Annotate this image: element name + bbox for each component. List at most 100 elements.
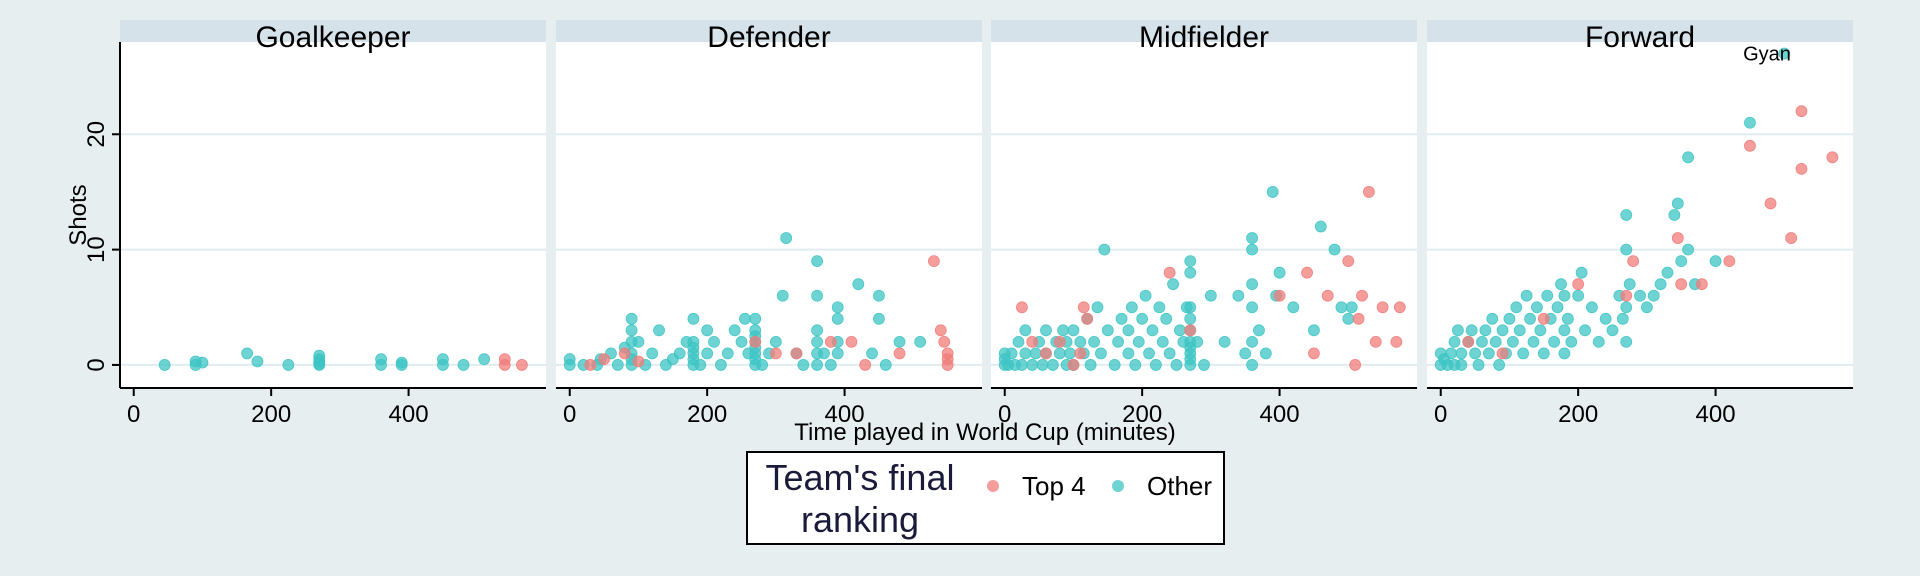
data-point-other xyxy=(1599,312,1612,325)
data-point-other xyxy=(1184,255,1197,268)
plot-area xyxy=(120,42,546,388)
data-point-other xyxy=(1016,359,1028,371)
strip-label: Goalkeeper xyxy=(255,21,410,54)
data-point-other xyxy=(1163,347,1176,360)
data-point-other xyxy=(1167,278,1179,291)
data-point-other xyxy=(1064,347,1076,360)
legend-label-top4: Top 4 xyxy=(1022,471,1086,501)
data-point-other xyxy=(1482,347,1495,360)
data-point-top4 xyxy=(598,353,610,366)
data-point-other xyxy=(1537,347,1550,360)
data-point-other xyxy=(1112,335,1125,348)
data-point-other xyxy=(1592,335,1605,348)
data-point-other xyxy=(158,359,171,371)
data-point-top4 xyxy=(1671,232,1684,244)
data-point-other xyxy=(1503,312,1516,325)
x-tick-label: 0 xyxy=(563,401,576,428)
data-point-other xyxy=(1448,335,1461,348)
data-point-other xyxy=(1246,278,1258,291)
data-point-other xyxy=(811,335,823,348)
data-point-other xyxy=(873,312,885,325)
data-point-other xyxy=(1246,243,1258,256)
data-point-top4 xyxy=(1785,232,1798,244)
data-point-top4 xyxy=(893,347,906,360)
data-point-top4 xyxy=(1572,278,1585,291)
data-point-other xyxy=(1634,289,1646,302)
data-point-other xyxy=(1074,335,1087,348)
data-point-other xyxy=(1040,324,1052,337)
data-point-other xyxy=(563,353,576,366)
data-point-other xyxy=(1531,301,1543,314)
plot-area xyxy=(991,42,1417,388)
strip-background xyxy=(556,20,982,42)
data-point-top4 xyxy=(1301,266,1313,279)
data-point-other xyxy=(1472,359,1485,371)
data-point-other xyxy=(1108,359,1121,371)
data-point-other xyxy=(1558,347,1571,360)
data-point-other xyxy=(1184,353,1197,366)
data-point-other xyxy=(879,359,892,371)
data-point-top4 xyxy=(1369,335,1382,348)
data-point-other xyxy=(1342,312,1355,325)
data-point-other xyxy=(1019,347,1032,360)
data-point-other xyxy=(1239,347,1252,360)
data-point-other xyxy=(701,347,714,360)
data-point-top4 xyxy=(618,347,631,360)
panel-midfielder: Midfielder 0 200 400 xyxy=(991,20,1417,428)
data-point-other xyxy=(646,347,659,360)
strip-background xyxy=(120,20,546,42)
data-point-top4 xyxy=(632,355,645,368)
data-point-other xyxy=(611,359,624,371)
data-point-other xyxy=(1005,347,1018,360)
data-point-other xyxy=(1620,243,1633,256)
data-point-other xyxy=(251,355,264,368)
data-point-other xyxy=(1489,335,1502,348)
data-point-other xyxy=(1174,324,1186,337)
data-point-other xyxy=(721,347,734,360)
data-point-top4 xyxy=(1620,289,1633,302)
data-point-top4 xyxy=(1723,255,1736,268)
data-point-other xyxy=(1548,335,1561,348)
data-point-top4 xyxy=(1695,278,1708,291)
data-point-other xyxy=(1565,335,1578,348)
data-point-top4 xyxy=(1627,255,1640,268)
data-point-other xyxy=(1218,335,1231,348)
x-axis-title: Time played in World Cup (minutes) xyxy=(794,419,1175,446)
data-point-other xyxy=(1259,347,1272,360)
data-point-other xyxy=(1115,312,1128,325)
legend: Team's final ranking Top 4 Other xyxy=(746,451,1225,545)
legend-label-other: Other xyxy=(1147,471,1212,501)
data-point-other xyxy=(1506,335,1519,348)
data-point-other xyxy=(1572,289,1585,302)
data-point-other xyxy=(852,278,865,291)
data-point-top4 xyxy=(1352,312,1365,325)
data-point-top4 xyxy=(941,353,954,366)
x-tick-label: 400 xyxy=(1696,401,1736,428)
data-point-other xyxy=(1493,359,1506,371)
data-point-top4 xyxy=(1184,324,1197,337)
strip-label: Midfielder xyxy=(1139,21,1269,54)
y-tick-label: 20 xyxy=(83,121,110,148)
data-point-other xyxy=(1046,359,1059,371)
data-point-other xyxy=(1053,347,1066,360)
data-point-other xyxy=(1019,324,1032,337)
data-point-other xyxy=(1640,301,1653,314)
data-point-other xyxy=(1184,301,1197,314)
x-tick-label: 400 xyxy=(1260,401,1300,428)
data-point-top4 xyxy=(928,255,940,268)
data-point-top4 xyxy=(1675,278,1688,291)
data-point-other xyxy=(866,347,878,360)
data-point-top4 xyxy=(859,359,872,371)
data-point-other xyxy=(1534,324,1547,337)
data-point-other xyxy=(1517,347,1530,360)
data-point-other xyxy=(1541,289,1554,302)
data-point-other xyxy=(1246,335,1258,348)
data-point-top4 xyxy=(1462,335,1475,348)
strip-label: Forward xyxy=(1585,21,1695,54)
strip-label: Defender xyxy=(707,21,830,54)
data-point-top4 xyxy=(1053,335,1066,348)
data-point-top4 xyxy=(1026,335,1039,348)
data-point-top4 xyxy=(1826,151,1839,164)
x-tick-label: 0 xyxy=(127,401,140,428)
data-point-other xyxy=(1150,359,1162,371)
